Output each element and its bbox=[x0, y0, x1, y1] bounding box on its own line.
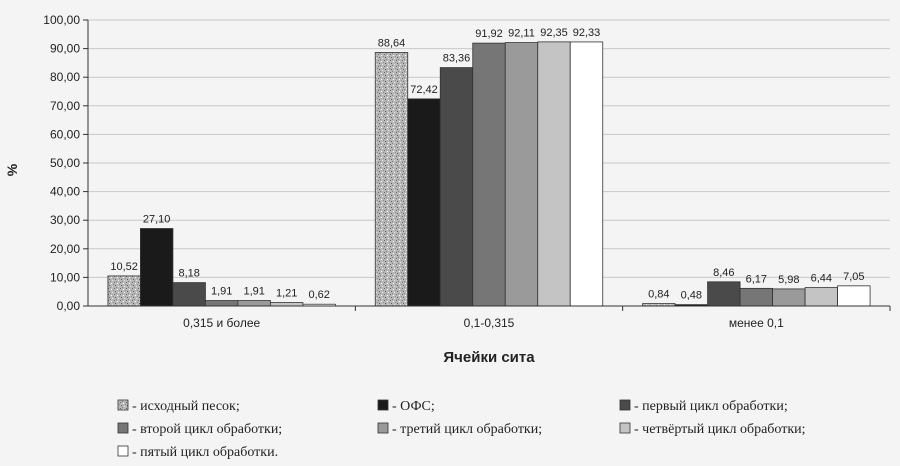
y-tick-label: 60,00 bbox=[50, 127, 80, 141]
x-axis-label: Ячейки сита bbox=[443, 349, 535, 366]
y-tick-label: 50,00 bbox=[50, 156, 80, 170]
data-label: 8,18 bbox=[178, 268, 199, 280]
bar bbox=[739, 287, 773, 307]
bar bbox=[772, 288, 806, 307]
bar bbox=[407, 98, 441, 307]
y-tick-label: 0,00 bbox=[57, 299, 81, 313]
data-label: 1,21 bbox=[276, 288, 297, 300]
y-tick-label: 100,00 bbox=[43, 13, 80, 27]
y-tick-label: 30,00 bbox=[50, 213, 80, 227]
data-label: 7,05 bbox=[843, 271, 864, 283]
bar bbox=[439, 67, 474, 307]
bar bbox=[205, 300, 239, 307]
legend-swatch bbox=[619, 399, 631, 411]
bar bbox=[804, 287, 838, 307]
data-label: 5,98 bbox=[778, 274, 799, 286]
legend-swatch bbox=[117, 445, 129, 457]
x-tick-label: 0,1-0,315 bbox=[464, 316, 515, 330]
bar bbox=[537, 41, 571, 307]
data-label: 92,35 bbox=[540, 27, 568, 39]
data-label: 0,62 bbox=[308, 289, 329, 301]
bar bbox=[569, 41, 604, 307]
legend-label: - четвёртый цикл обработки; bbox=[634, 422, 806, 437]
y-tick-label: 70,00 bbox=[50, 99, 80, 113]
x-tick-label: менее 0,1 bbox=[729, 316, 784, 330]
legend-swatch bbox=[619, 422, 631, 434]
bar bbox=[707, 281, 741, 307]
data-label: 92,33 bbox=[573, 27, 601, 39]
legend-label: - третий цикл обработки; bbox=[392, 422, 542, 437]
data-label: 72,42 bbox=[410, 84, 438, 96]
legend-label: - второй цикл обработки; bbox=[132, 422, 282, 437]
bar bbox=[237, 300, 271, 307]
bar bbox=[172, 282, 206, 307]
legend-label: - ОФС; bbox=[392, 399, 435, 414]
data-label: 0,48 bbox=[681, 290, 702, 302]
tick-labels: 0,00 10,00 20,00 30,00 40,00 50,00 60,00 70,00 8… bbox=[43, 13, 784, 330]
data-label: 8,46 bbox=[713, 267, 734, 279]
bar bbox=[472, 42, 506, 307]
data-label: 1,91 bbox=[243, 286, 264, 298]
legend-swatch bbox=[377, 399, 389, 411]
data-label: 6,17 bbox=[746, 273, 767, 285]
data-label: 88,64 bbox=[378, 37, 406, 49]
data-label: 92,11 bbox=[508, 28, 535, 40]
data-label: 83,36 bbox=[443, 53, 471, 65]
bar bbox=[140, 228, 174, 307]
bar bbox=[374, 52, 409, 307]
x-tick-label: 0,315 и более bbox=[183, 316, 260, 330]
data-label: 0,84 bbox=[648, 289, 669, 301]
bar bbox=[837, 285, 871, 307]
bar bbox=[270, 302, 304, 307]
data-label: 27,10 bbox=[143, 213, 171, 225]
y-axis-label: % bbox=[4, 163, 20, 176]
legend-label: - пятый цикл обработки. bbox=[132, 445, 278, 460]
legend-label: - первый цикл обработки; bbox=[634, 399, 788, 414]
y-tick-label: 80,00 bbox=[50, 70, 80, 84]
data-labels: 10,52 27,10 8,18 1,91 1,91 1,21 0,62 88,64 72,42… bbox=[110, 27, 864, 302]
bar bbox=[504, 42, 539, 307]
bars bbox=[107, 41, 871, 307]
axes bbox=[83, 19, 891, 311]
legend-swatch bbox=[377, 422, 389, 434]
legend: - исходный песок; - ОФС; - первый цикл обр… bbox=[117, 399, 806, 460]
legend-swatch bbox=[117, 399, 129, 411]
data-label: 91,92 bbox=[475, 28, 503, 40]
data-label: 1,91 bbox=[211, 286, 232, 298]
y-tick-label: 90,00 bbox=[50, 42, 80, 56]
data-label: 10,52 bbox=[110, 261, 138, 273]
y-tick-label: 10,00 bbox=[50, 270, 80, 284]
y-tick-label: 20,00 bbox=[50, 242, 80, 256]
legend-label: - исходный песок; bbox=[132, 399, 240, 414]
data-label: 6,44 bbox=[811, 273, 832, 285]
legend-swatch bbox=[117, 422, 129, 434]
y-tick-label: 40,00 bbox=[50, 185, 80, 199]
bar bbox=[107, 275, 141, 307]
